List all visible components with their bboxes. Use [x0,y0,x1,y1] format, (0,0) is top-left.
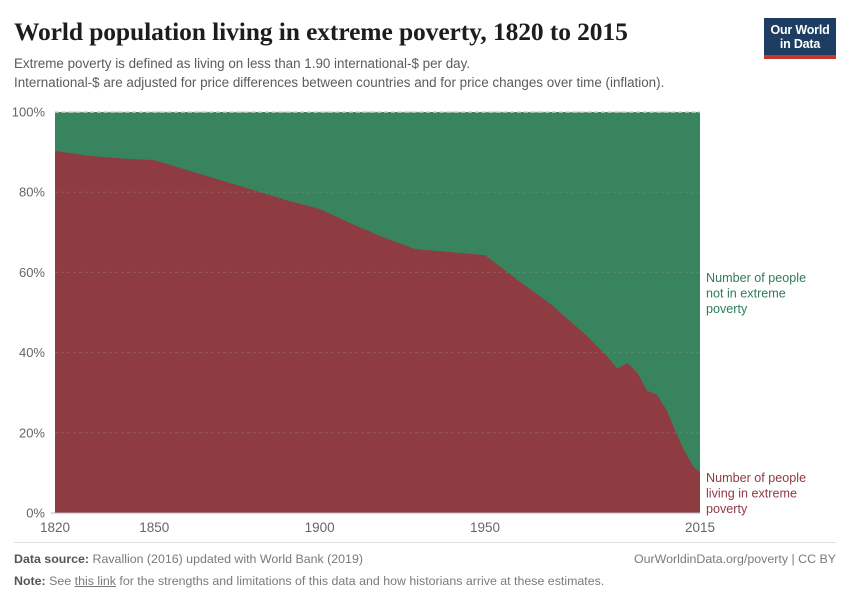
note-pre-text: See [49,574,72,589]
x-tick-label: 2015 [685,520,715,535]
gridline-layer [55,111,700,434]
legend-label-not-in-poverty: Number of people [706,271,806,285]
x-tick-label: 1900 [305,520,335,535]
owid-logo[interactable]: Our World in Data [764,18,836,59]
attribution-text: OurWorldinData.org/poverty | CC BY [633,552,836,567]
y-axis-ticks: 0% 20% 40% 60% 80% 100% [12,105,46,521]
legend-label-in-poverty: Number of people [706,471,806,485]
data-source-label: Data source: [14,552,90,567]
subtitle-line-2: International-$ are adjusted for price d… [14,75,665,91]
page-title: World population living in extreme pover… [14,17,628,46]
footer-row-note: Note: See this link for the strengths an… [14,572,836,592]
chart-header: World population living in extreme pover… [14,10,836,98]
logo-line-2: in Data [779,37,821,51]
y-tick-label: 40% [19,345,45,360]
y-tick-label: 20% [19,425,45,440]
logo-line-1: Our World [770,23,830,37]
stacked-area-chart[interactable]: 0%20%40%60%80%100% 1820 1850 1900 1950 2015 … [0,104,850,540]
footer-row-source: Data source: Ravallion (2016) updated wi… [14,550,836,570]
y-tick-label: 80% [19,185,45,200]
x-tick-label: 1820 [40,520,70,535]
chart-plot-area: 0% 20% 40% 60% 80% 100% 1820 1850 1900 1950 2015 … [0,104,850,540]
area-series-layer [55,112,700,513]
data-source-text: Ravallion (2016) updated with World Bank… [92,552,363,567]
legend-label-in-poverty: poverty [706,502,748,516]
chart-footer: Data source: Ravallion (2016) updated wi… [14,542,836,592]
note-post-text: for the strengths and limitations of thi… [119,574,605,589]
x-tick-label: 1850 [139,520,169,535]
y-tick-label: 100% [12,105,46,120]
data-source: Data source: Ravallion (2016) updated wi… [14,550,363,570]
footer-divider [14,542,836,544]
subtitle-line-1: Extreme poverty is defined as living on … [14,56,471,72]
y-tick-label: 60% [19,265,45,280]
note-label: Note: [14,574,46,589]
this-link[interactable]: this link [74,574,116,589]
legend-label-not-in-poverty: poverty [706,302,748,316]
x-axis-ticks: 1820 1850 1900 1950 2015 [40,520,715,535]
y-tick-label: 0% [26,506,45,521]
x-tick-label: 1950 [470,520,500,535]
area-living-in-poverty [55,150,700,513]
legend-label-not-in-poverty: not in extreme [706,287,786,301]
legend-label-in-poverty: living in extreme [706,487,797,501]
footer-note: Note: See this link for the strengths an… [14,572,604,592]
chart-subtitle: Extreme poverty is defined as living on … [14,46,754,93]
